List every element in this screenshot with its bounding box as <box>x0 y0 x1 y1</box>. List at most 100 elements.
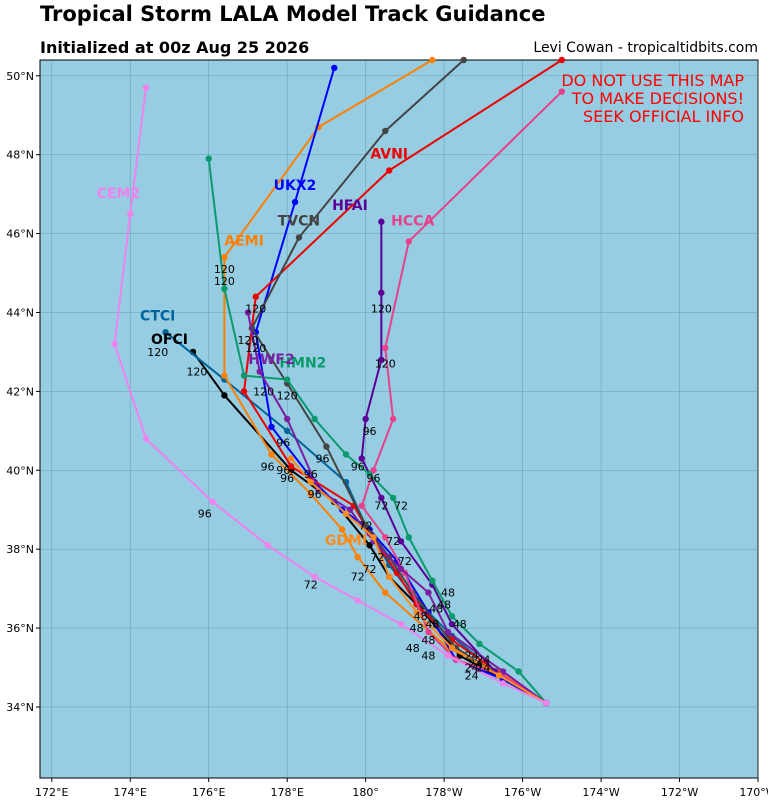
track-point <box>252 293 259 300</box>
track-point <box>307 478 314 486</box>
y-tick-label: 44°N <box>6 306 34 319</box>
track-line <box>223 59 547 704</box>
track-point <box>499 668 507 675</box>
track-point <box>382 344 389 352</box>
x-tick-label: 174°W <box>582 786 619 799</box>
track-gdmi <box>287 455 550 707</box>
hour-label: 72 <box>351 571 365 584</box>
track-point <box>111 340 118 348</box>
track-point <box>256 368 263 375</box>
track-point <box>429 56 436 64</box>
hour-label: 24 <box>476 661 490 674</box>
model-label: AVNI <box>370 147 408 163</box>
track-point <box>370 467 377 474</box>
model-name-labels: OFCI CTCI AEMI UKX2 AVNI TVCN HFAI HCCA HMN2HWF2… <box>97 147 435 550</box>
track-point <box>366 471 373 478</box>
model-label: UKX2 <box>274 178 317 194</box>
hour-label: 120 <box>237 334 258 347</box>
track-point <box>283 376 291 383</box>
track-point <box>311 573 318 581</box>
y-tick-label: 46°N <box>6 228 34 241</box>
track-point <box>448 620 456 628</box>
hour-label: 96 <box>366 472 380 485</box>
x-tick-label: 174°E <box>114 786 147 799</box>
track-point <box>397 538 405 545</box>
hour-label: 120 <box>186 366 207 379</box>
track-point <box>460 56 467 64</box>
track-point <box>323 443 330 450</box>
track-point <box>429 577 436 584</box>
x-tick-label: 176°W <box>504 786 541 799</box>
hour-label: 48 <box>441 587 455 600</box>
x-tick-label: 172°E <box>35 786 68 799</box>
track-point <box>389 415 397 423</box>
model-label: CTCI <box>140 308 175 324</box>
y-tick-label: 34°N <box>6 701 34 714</box>
track-point <box>162 329 169 336</box>
hour-label: 96 <box>363 425 377 438</box>
hour-label: 96 <box>261 460 275 473</box>
track-point <box>142 84 150 91</box>
track-point <box>558 88 566 95</box>
hour-label: 48 <box>421 650 435 663</box>
track-point <box>240 372 248 379</box>
track-point <box>307 490 314 498</box>
track-point <box>444 652 452 659</box>
hour-label: 120 <box>245 342 266 355</box>
hour-label: 96 <box>304 468 318 481</box>
hour-label: 96 <box>198 508 212 521</box>
model-label: HWF2 <box>248 352 294 368</box>
hour-label: 24 <box>476 654 490 667</box>
y-tick-label: 48°N <box>6 149 34 162</box>
track-point <box>295 234 303 241</box>
track-point <box>370 534 377 541</box>
track-line <box>250 59 547 704</box>
track-point <box>358 502 365 509</box>
track-point <box>264 542 271 549</box>
track-point <box>311 415 318 423</box>
hour-label: 24 <box>465 650 479 663</box>
track-point <box>397 620 405 628</box>
hour-label: 24 <box>469 658 483 671</box>
track-point <box>268 451 275 458</box>
hour-label: 96 <box>315 452 329 465</box>
track-point <box>268 423 275 431</box>
track-point <box>476 640 483 648</box>
hour-label: 72 <box>374 500 388 513</box>
track-point <box>499 680 507 687</box>
track-point <box>448 613 456 620</box>
x-tick-label: 172°W <box>661 786 698 799</box>
track-point <box>413 609 420 616</box>
hour-label: 120 <box>245 302 266 315</box>
track-point <box>425 628 432 636</box>
track-point <box>385 573 393 581</box>
model-label: CEM2 <box>97 186 141 202</box>
track-point <box>287 463 295 470</box>
track-point <box>221 285 228 293</box>
track-line <box>113 87 547 704</box>
hour-label: 120 <box>375 358 396 371</box>
hour-label: 72 <box>394 500 408 513</box>
track-point <box>342 510 350 517</box>
track-point <box>448 644 456 652</box>
hour-label: 48 <box>421 634 435 647</box>
track-point <box>362 415 369 423</box>
model-label: TVCN <box>278 214 320 230</box>
hour-label: 48 <box>410 622 424 635</box>
latitude-tick-labels: 34°N 36°N 38°N 40°N 42°N 44°N 46°N 48°N 50°N <box>6 70 40 714</box>
y-tick-label: 50°N <box>6 70 34 83</box>
hour-label: 24 <box>465 669 479 682</box>
track-point <box>287 455 295 462</box>
hour-label: 48 <box>453 618 467 631</box>
track-point <box>240 388 248 395</box>
track-point <box>221 254 228 261</box>
hour-label: 72 <box>398 555 412 568</box>
track-point <box>378 494 385 502</box>
hour-label: 48 <box>406 642 420 655</box>
track-point <box>405 534 413 541</box>
track-point <box>515 668 522 675</box>
track-line <box>207 158 547 704</box>
model-label: HCCA <box>391 214 434 230</box>
disclaimer-warning: DO NOT USE THIS MAP TO MAKE DECISIONS! S… <box>561 72 744 126</box>
